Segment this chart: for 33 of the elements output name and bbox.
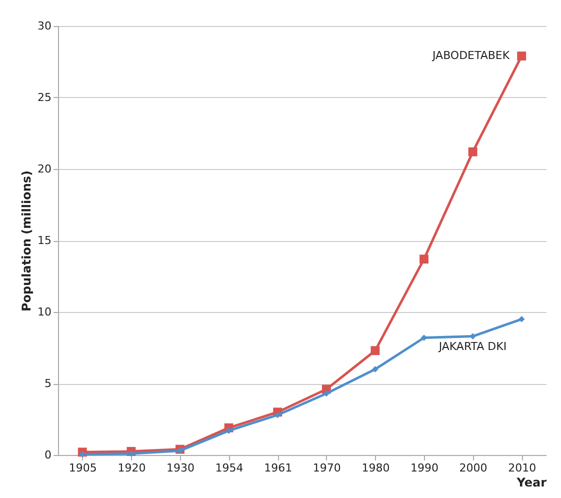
x-tick-label: 1990 — [410, 462, 438, 474]
point — [128, 450, 134, 457]
x-tick-label: 1930 — [166, 462, 194, 474]
x-tick-label: 1961 — [264, 462, 292, 474]
series-label: JABODETABEK — [431, 49, 510, 62]
x-tick-label: 1920 — [118, 462, 146, 474]
point — [226, 428, 232, 434]
x-tick-label: 1954 — [215, 462, 244, 474]
x-tick-label: 1905 — [68, 462, 97, 474]
point — [323, 390, 330, 397]
x-tick-label: 1980 — [362, 462, 390, 474]
point — [274, 412, 281, 418]
x-tick-label: 2010 — [508, 462, 536, 474]
point — [517, 52, 526, 60]
series-label: JAKARTA DKI — [438, 340, 507, 354]
point — [420, 254, 428, 264]
point — [518, 316, 525, 322]
x-tick-label: 2000 — [459, 462, 488, 474]
x-axis-title: Year — [516, 476, 547, 490]
point — [370, 346, 380, 356]
y-tick-label: 30 — [38, 20, 52, 32]
y-tick-label: 15 — [38, 234, 52, 247]
y-tick-label: 5 — [44, 377, 52, 390]
point — [468, 147, 478, 156]
point — [176, 448, 184, 454]
y-tick-label: 0 — [44, 448, 52, 462]
y-tick-label: 25 — [38, 91, 52, 104]
y-tick-label: 10 — [38, 306, 52, 318]
x-tick-label: 1970 — [312, 462, 341, 474]
y-axis-title: Population (millions) — [20, 170, 34, 312]
point — [420, 334, 428, 341]
point — [372, 366, 378, 372]
y-tick-label: 20 — [38, 162, 52, 176]
